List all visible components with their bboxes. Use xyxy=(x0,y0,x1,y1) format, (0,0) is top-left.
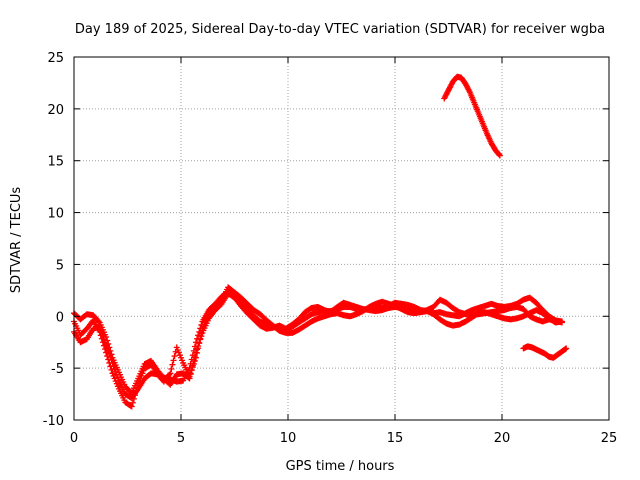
data-point xyxy=(188,366,195,373)
axis-ticks: 0 5 10 15 20 25 -10 -5 0 5 10 15 20 25 xyxy=(43,51,618,446)
x-tick-label: 25 xyxy=(601,431,618,446)
data-point xyxy=(103,334,110,341)
series-track-4 xyxy=(441,73,503,159)
data-point xyxy=(129,399,136,406)
y-tick-label: 10 xyxy=(47,207,64,222)
data-point xyxy=(196,339,203,346)
chart-title: Day 189 of 2025, Sidereal Day-to-day VTE… xyxy=(75,22,605,37)
data-point xyxy=(198,333,205,340)
data-point xyxy=(95,318,102,325)
data-point xyxy=(197,336,204,343)
x-tick-label: 20 xyxy=(494,431,511,446)
data-points xyxy=(71,73,570,410)
y-tick-label: 5 xyxy=(56,258,64,273)
data-point xyxy=(171,353,178,360)
x-tick-label: 15 xyxy=(387,431,404,446)
data-point xyxy=(189,362,196,369)
plot-frame xyxy=(73,56,610,421)
x-tick-label: 5 xyxy=(177,431,185,446)
y-tick-label: -10 xyxy=(43,414,64,429)
x-tick-label: 0 xyxy=(70,431,78,446)
data-point xyxy=(104,337,111,344)
data-point xyxy=(168,366,175,373)
data-point xyxy=(108,351,115,358)
data-point xyxy=(169,361,176,368)
data-point xyxy=(192,354,199,361)
data-point xyxy=(496,151,503,158)
data-point xyxy=(195,343,202,350)
y-axis-label: SDTVAR / TECUs xyxy=(9,187,24,294)
series-track-3 xyxy=(71,290,565,397)
data-point xyxy=(186,375,193,382)
data-point xyxy=(108,366,115,373)
data-point xyxy=(167,370,174,377)
y-tick-label: 15 xyxy=(47,155,64,170)
data-point xyxy=(185,374,192,381)
data-point xyxy=(170,357,177,364)
y-tick-label: 25 xyxy=(47,51,64,66)
data-point xyxy=(107,347,114,354)
y-tick-label: -5 xyxy=(51,362,64,377)
data-point xyxy=(558,318,565,325)
data-point xyxy=(105,340,112,347)
data-point xyxy=(195,332,202,339)
data-point xyxy=(128,403,135,410)
data-point xyxy=(563,345,570,352)
y-tick-label: 20 xyxy=(47,103,64,118)
series-track-5 xyxy=(520,343,570,361)
data-point xyxy=(194,346,201,353)
data-point xyxy=(496,152,503,159)
data-point xyxy=(106,344,113,351)
data-point xyxy=(191,353,198,360)
data-point xyxy=(190,358,197,365)
data-point xyxy=(187,371,194,378)
y-tick-label: 0 xyxy=(56,310,64,325)
data-point xyxy=(127,402,134,409)
x-tick-label: 10 xyxy=(280,431,297,446)
data-point xyxy=(192,349,199,356)
x-axis-label: GPS time / hours xyxy=(286,459,395,474)
